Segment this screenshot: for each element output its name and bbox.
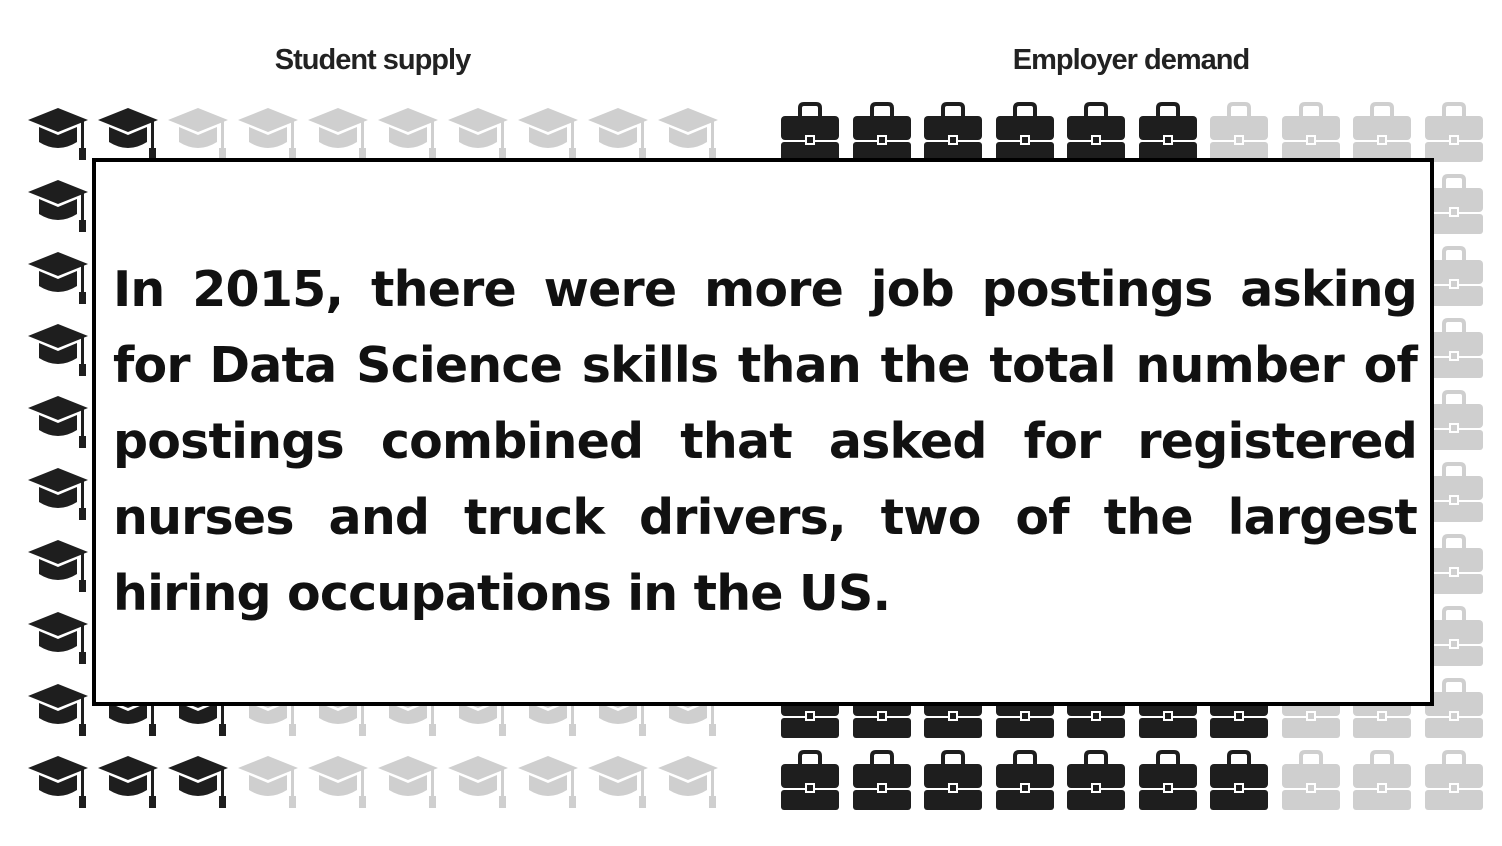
graduation-cap-icon-empty (168, 102, 228, 164)
briefcase-icon-empty (1424, 318, 1484, 380)
briefcase-icon-empty (1281, 102, 1341, 164)
graduation-cap-icon-filled (28, 750, 88, 812)
briefcase-icon-filled (852, 750, 912, 812)
graduation-cap-icon-empty (518, 750, 578, 812)
briefcase-icon-empty (1352, 750, 1412, 812)
briefcase-icon-empty (1424, 462, 1484, 524)
briefcase-icon-filled (995, 750, 1055, 812)
graduation-cap-icon-filled (28, 534, 88, 596)
briefcase-icon-empty (1281, 750, 1341, 812)
briefcase-icon-filled (1138, 750, 1198, 812)
student-supply-heading: Student supply (274, 44, 471, 76)
graduation-cap-icon-filled (98, 750, 158, 812)
graduation-cap-icon-empty (378, 750, 438, 812)
graduation-cap-icon-empty (588, 750, 648, 812)
briefcase-icon-empty (1352, 102, 1412, 164)
graduation-cap-icon-filled (28, 246, 88, 308)
briefcase-icon-empty (1424, 390, 1484, 452)
briefcase-icon-empty (1424, 606, 1484, 668)
briefcase-icon-filled (1066, 750, 1126, 812)
briefcase-icon-filled (1209, 750, 1269, 812)
graduation-cap-icon-filled (98, 102, 158, 164)
briefcase-icon-empty (1424, 246, 1484, 308)
graduation-cap-icon-filled (28, 606, 88, 668)
briefcase-icon-filled (1138, 102, 1198, 164)
statement-overlay-box: In 2015, there were more job postings as… (92, 158, 1434, 706)
briefcase-icon-empty (1424, 534, 1484, 596)
briefcase-icon-empty (1424, 678, 1484, 740)
briefcase-icon-filled (923, 102, 983, 164)
graduation-cap-icon-filled (28, 102, 88, 164)
graduation-cap-icon-filled (28, 318, 88, 380)
graduation-cap-icon-empty (658, 102, 718, 164)
briefcase-icon-filled (780, 102, 840, 164)
briefcase-icon-filled (923, 750, 983, 812)
briefcase-icon-empty (1209, 102, 1269, 164)
graduation-cap-icon-filled (28, 462, 88, 524)
graduation-cap-icon-empty (378, 102, 438, 164)
briefcase-icon-filled (995, 102, 1055, 164)
briefcase-icon-filled (1066, 102, 1126, 164)
graduation-cap-icon-empty (588, 102, 648, 164)
graduation-cap-icon-empty (238, 102, 298, 164)
statement-text: In 2015, there were more job postings as… (113, 261, 1418, 622)
briefcase-icon-empty (1424, 750, 1484, 812)
graduation-cap-icon-empty (448, 102, 508, 164)
graduation-cap-icon-empty (658, 750, 718, 812)
graduation-cap-icon-empty (238, 750, 298, 812)
briefcase-icon-filled (780, 750, 840, 812)
graduation-cap-icon-filled (168, 750, 228, 812)
briefcase-icon-empty (1424, 102, 1484, 164)
graduation-cap-icon-filled (28, 390, 88, 452)
briefcase-icon-empty (1424, 174, 1484, 236)
graduation-cap-icon-empty (518, 102, 578, 164)
employer-demand-heading: Employer demand (1012, 44, 1250, 76)
graduation-cap-icon-empty (448, 750, 508, 812)
briefcase-icon-filled (852, 102, 912, 164)
graduation-cap-icon-empty (308, 750, 368, 812)
graduation-cap-icon-empty (308, 102, 368, 164)
graduation-cap-icon-filled (28, 678, 88, 740)
graduation-cap-icon-filled (28, 174, 88, 236)
